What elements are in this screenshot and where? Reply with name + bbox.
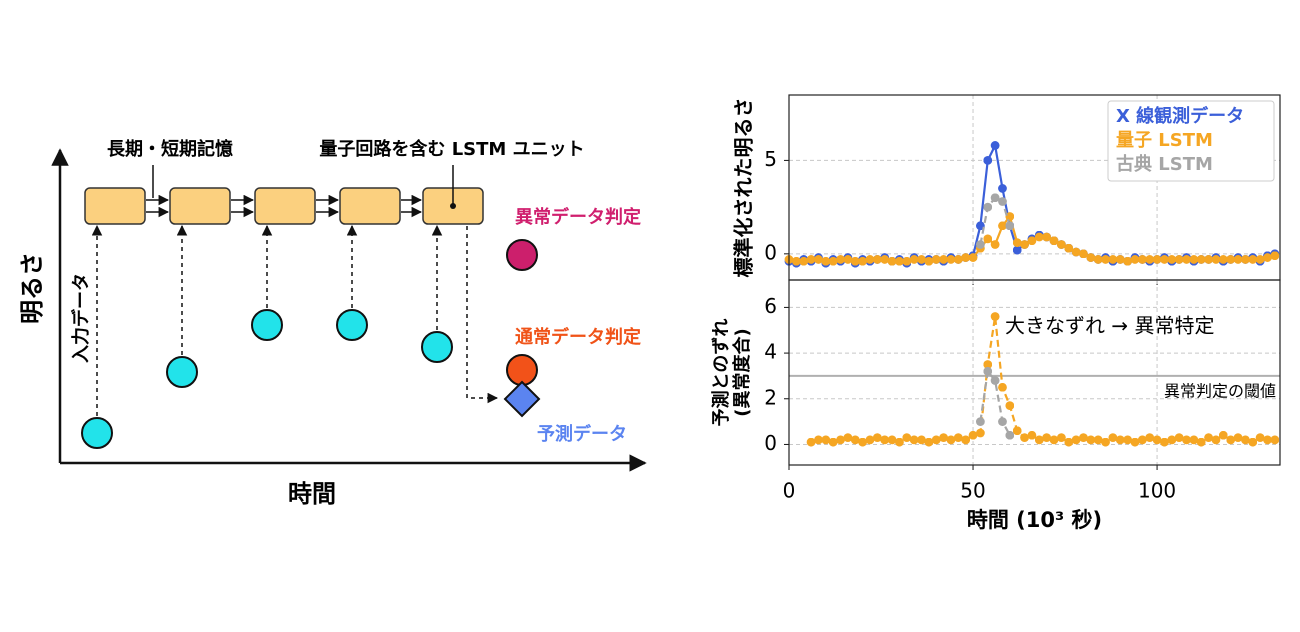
unit-dot	[450, 203, 456, 209]
input-point	[166, 356, 198, 388]
input-point	[251, 309, 283, 341]
lstm-unit	[339, 187, 401, 225]
plot-frame	[788, 279, 1281, 466]
y-tick-label: 6	[764, 294, 777, 318]
input-label: 入力データ	[70, 273, 92, 363]
diagram: 長期・短期記憶 量子回路を含む LSTM ユニット 異常データ判定 通常データ判…	[18, 138, 647, 508]
input-point	[421, 331, 453, 363]
legend-entry: 古典 LSTM	[1116, 153, 1213, 175]
prediction-label: 予測データ	[537, 423, 627, 445]
series-line	[975, 366, 1015, 440]
normal-label: 通常データ判定	[515, 326, 641, 348]
output-arrow	[466, 226, 499, 404]
anomaly-label: 異常データ判定	[515, 206, 641, 228]
anomaly-point	[506, 239, 538, 271]
y-axis-label: 予測とのずれ	[710, 319, 732, 427]
legend-box	[1107, 100, 1275, 182]
x-axis-label: 時間	[288, 480, 336, 508]
normal-point	[506, 354, 538, 386]
y-tick-label: 5	[764, 147, 777, 171]
input-point	[81, 417, 113, 449]
y-tick-label: 0	[764, 240, 777, 264]
x-tick-label: 100	[1138, 479, 1176, 503]
legend-entry: 量子 LSTM	[1116, 129, 1213, 151]
y-axis-label: (異常度合)	[731, 328, 753, 416]
legend-entry: X 線観測データ	[1116, 105, 1244, 127]
threshold-label: 異常判定の閾値	[1164, 381, 1276, 400]
input-point	[336, 309, 368, 341]
lstm-unit	[84, 187, 146, 225]
prediction-point	[503, 380, 541, 418]
lstm-unit	[254, 187, 316, 225]
lstm-unit	[169, 187, 231, 225]
annotation: 大きなずれ → 異常特定	[1005, 314, 1214, 338]
unit-label: 量子回路を含む LSTM ユニット	[319, 138, 584, 160]
x-axis-label: 時間 (10³ 秒)	[967, 508, 1102, 532]
y-axis-label: 明るさ	[18, 252, 46, 324]
series-line	[975, 193, 1015, 249]
x-tick-label: 0	[783, 479, 796, 503]
series-line	[784, 212, 1280, 266]
series-line	[806, 312, 1280, 447]
y-tick-label: 4	[764, 340, 777, 364]
y-tick-label: 2	[764, 385, 777, 409]
y-tick-label: 0	[764, 431, 777, 455]
x-tick-label: 50	[960, 479, 985, 503]
y-axis-label: 標準化された明るさ	[732, 98, 756, 278]
memory-label: 長期・短期記憶	[107, 138, 233, 160]
